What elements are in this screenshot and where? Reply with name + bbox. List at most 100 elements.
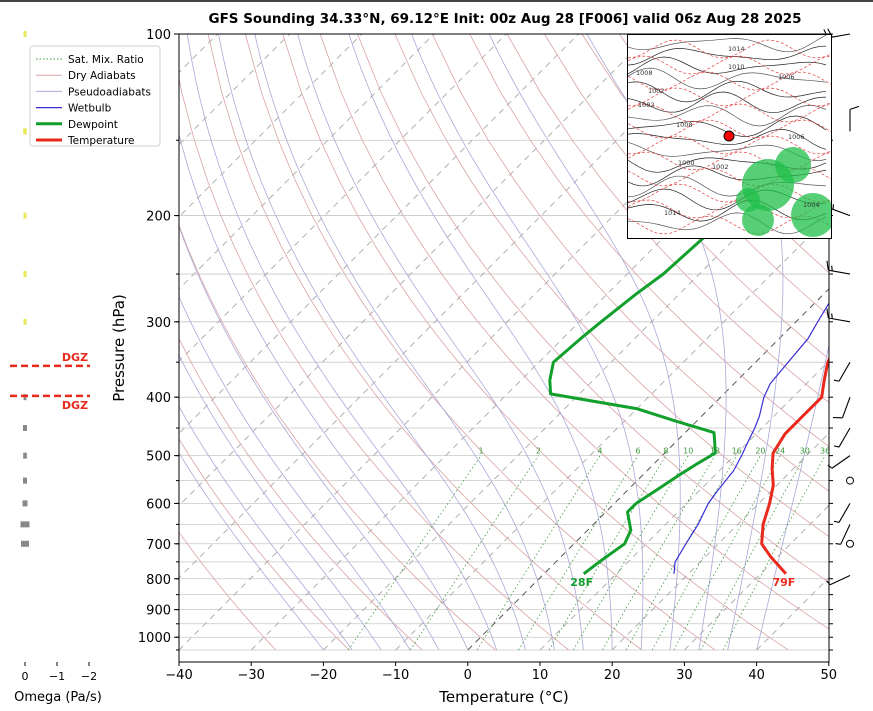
pseudoadiabat	[186, 34, 498, 651]
wind-barb	[833, 503, 851, 523]
wind-barb	[828, 198, 851, 217]
barb-flag	[826, 308, 829, 319]
dry-adiabat	[431, 34, 829, 492]
omega-bar	[20, 521, 30, 528]
dry-adiabat	[179, 337, 423, 651]
isotherm-line	[179, 34, 796, 651]
wind-barb	[827, 455, 851, 469]
barb-half-flag	[827, 464, 833, 469]
legend-label: Wetbulb	[68, 103, 112, 115]
isotherm-line	[179, 34, 724, 579]
top-rule	[0, 0, 873, 2]
map-temperature-contour	[628, 167, 831, 187]
isotherm-line	[395, 215, 829, 651]
map-contour	[628, 212, 827, 235]
inset-map: 1014 1010 1006 1002 1008 1000 1002 1004 1014 1002…	[627, 34, 832, 239]
map-isobar-label: 1004	[803, 201, 820, 209]
mixing-ratio-label: 2	[536, 447, 541, 456]
y-axis-label: Pressure (hPa)	[110, 294, 128, 402]
pseudoadiabat	[756, 343, 829, 651]
y-tick-label: 200	[146, 210, 171, 225]
legend-label: Sat. Mix. Ratio	[68, 54, 144, 66]
dry-adiabat	[179, 75, 569, 651]
pseudoadiabat	[179, 295, 411, 651]
map-temperature-contour	[628, 119, 831, 139]
barb-staff	[840, 524, 851, 545]
omega-x-tick-label: −1	[49, 670, 65, 683]
map-isobar-label: 1014	[664, 209, 681, 217]
background-lines: 1 2 4 6 8 10 13 16 20 24 30 36	[179, 34, 873, 651]
y-tick-label: 600	[146, 497, 171, 512]
legend: Sat. Mix. Ratio Dry Adiabats Pseudoadiabat…	[29, 45, 161, 147]
dry-adiabat	[844, 34, 873, 650]
series-wetbulb-line	[673, 301, 829, 574]
mixing-ratio-label: 30	[800, 447, 810, 456]
mixing-ratio-line	[518, 455, 639, 651]
isotherm-line	[467, 288, 829, 651]
mixing-ratio-line	[722, 455, 826, 651]
pseudoadiabat	[218, 34, 526, 651]
inset-map-canvas: 1014 1010 1006 1002 1008 1000 1002 1004 1014 1002…	[628, 35, 831, 237]
wind-barb	[826, 308, 851, 323]
legend-label: Dry Adiabats	[68, 70, 136, 82]
mixing-ratio-line	[673, 455, 781, 651]
mixing-ratio-line	[347, 455, 482, 651]
omega-panel: 0 −1 −2 Omega (Pa/s) DGZ DGZ	[10, 31, 102, 705]
x-tick-label: 10	[532, 668, 549, 683]
barb-half-flag	[831, 313, 833, 319]
omega-bar	[23, 271, 27, 278]
map-temperature-contour	[628, 87, 831, 107]
dry-adiabat	[581, 34, 829, 317]
chart-title: GFS Sounding 34.33°N, 69.12°E Init: 00z …	[208, 11, 802, 27]
dry-adiabat	[357, 34, 829, 583]
barb-staff	[828, 317, 851, 323]
y-tick-label: 300	[146, 316, 171, 331]
barb-flag	[826, 260, 829, 271]
isotherm-line	[323, 143, 829, 651]
map-isobar-label: 1002	[712, 163, 729, 171]
y-tick-label: 800	[146, 573, 171, 588]
pseudoadiabat	[179, 452, 324, 651]
map-isobar-label: 1006	[788, 133, 805, 141]
omega-bar	[23, 31, 27, 37]
plot-frame	[178, 33, 830, 663]
map-isobar-label: 1000	[678, 159, 695, 167]
pseudoadiabat	[488, 34, 681, 651]
dry-adiabat	[282, 34, 789, 651]
wind-barb	[833, 361, 851, 382]
barb-staff	[838, 503, 851, 523]
legend-label: Pseudoadiabats	[68, 86, 151, 98]
mixing-ratio-line	[548, 455, 667, 651]
barb-flag	[849, 105, 860, 110]
wind-barb	[833, 427, 851, 448]
barb-staff	[829, 574, 851, 586]
x-tick-label: −10	[382, 668, 409, 683]
legend-box	[29, 45, 161, 147]
dry-adiabat	[244, 34, 716, 651]
x-tick-label: 20	[604, 668, 621, 683]
isotherm-line	[684, 504, 829, 651]
map-temperature-contour	[628, 135, 831, 155]
x-tick-label: 40	[748, 668, 765, 683]
barb-staff	[838, 427, 851, 448]
dgz-label: DGZ	[62, 351, 88, 364]
wind-barb	[835, 524, 851, 545]
wind-barb	[826, 260, 851, 275]
omega-x-tick-label: 0	[22, 670, 29, 683]
wind-barb	[846, 476, 854, 485]
x-tick-label: 0	[464, 668, 472, 683]
pseudoadiabat	[411, 34, 644, 650]
barb-staff	[838, 361, 851, 382]
wind-barb	[846, 539, 854, 548]
legend-label: Temperature	[67, 135, 135, 147]
dry-adiabat	[544, 34, 829, 360]
surface-dewpoint-label: 28F	[570, 576, 593, 589]
dry-adiabat	[394, 34, 829, 538]
surface-temperature-label: 79F	[772, 576, 795, 589]
barb-staff	[831, 455, 851, 469]
map-temperature-contour	[628, 103, 831, 123]
mixing-ratio-line	[602, 455, 716, 651]
mixing-ratio-label: 20	[755, 447, 765, 456]
x-tick-label: 30	[676, 668, 693, 683]
barb-half-flag	[833, 379, 840, 382]
